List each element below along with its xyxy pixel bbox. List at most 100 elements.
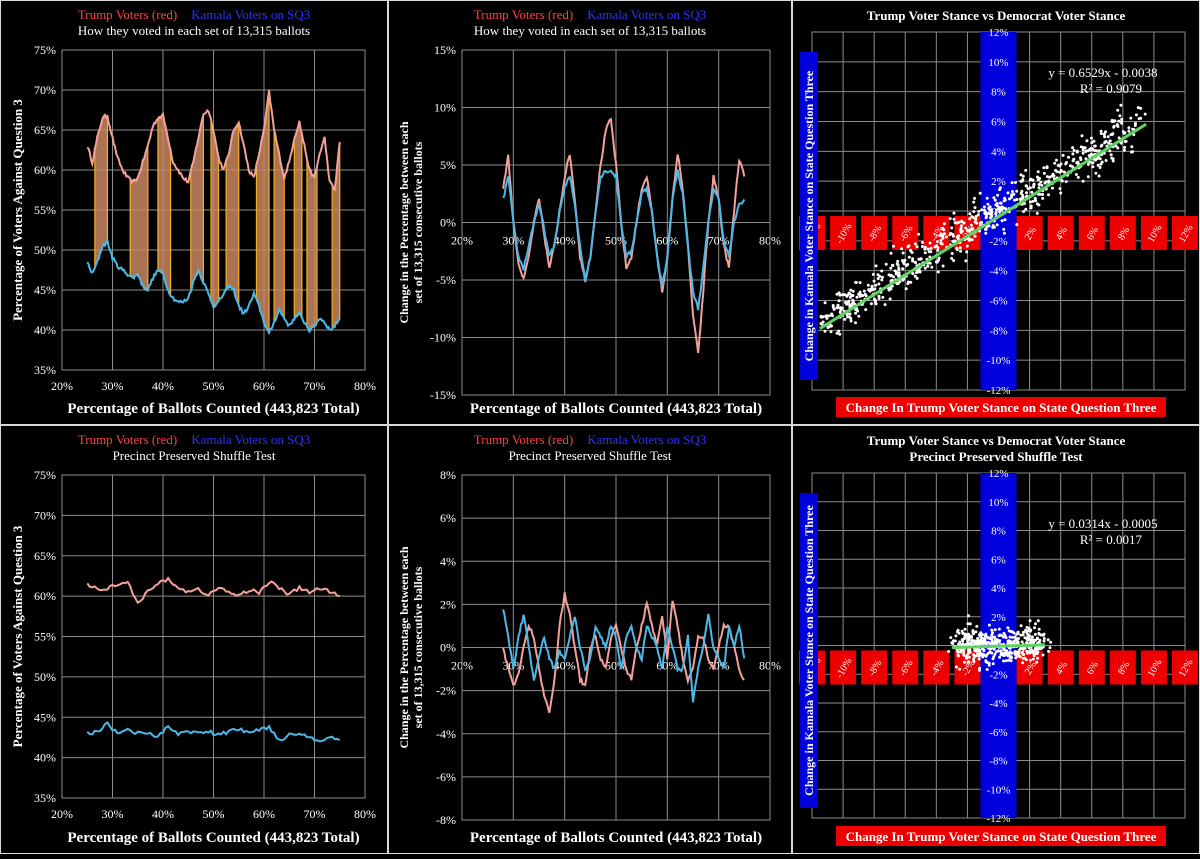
y-tick-label: -2% (989, 669, 1007, 681)
x-tick-label: 60% (656, 234, 678, 248)
scatter-point (1059, 162, 1063, 166)
scatter-point (999, 653, 1003, 657)
scatter-point (1033, 626, 1036, 630)
scatter-point (945, 235, 948, 239)
scatter-point (956, 236, 960, 240)
y-tick-label: 70% (34, 508, 56, 522)
y-tick-label: -8% (436, 813, 456, 827)
scatter-point (1010, 181, 1014, 185)
scatter-point (843, 293, 847, 297)
difference-band (293, 119, 303, 321)
scatter-point (1037, 186, 1041, 190)
scatter-point (990, 628, 994, 632)
scatter-point (968, 648, 972, 652)
scatter-point (845, 294, 849, 298)
scatter-point (855, 295, 859, 299)
scatter-point (1026, 651, 1029, 655)
scatter-point (994, 638, 997, 642)
scatter-point (1104, 159, 1108, 162)
scatter-point (961, 639, 965, 643)
scatter-point (998, 210, 1001, 214)
kamala-series-line (86, 237, 341, 335)
y-tick-label: -6% (989, 727, 1007, 739)
scatter-point (1014, 181, 1017, 184)
scatter-point (1004, 636, 1008, 640)
scatter-point (1024, 168, 1028, 172)
scatter-point (889, 251, 893, 255)
scatter-point (959, 249, 963, 253)
scatter-point (971, 640, 975, 644)
scatter-point (1000, 219, 1004, 223)
scatter-point (972, 655, 976, 659)
scatter-point (942, 228, 946, 232)
scatter-point (837, 299, 841, 303)
scatter-point (968, 237, 972, 241)
scatter-point (1090, 146, 1093, 150)
scatter-point (950, 641, 954, 645)
scatter-point (1113, 119, 1117, 123)
scatter-point (1034, 199, 1038, 203)
x-axis-label-box (836, 397, 1166, 417)
scatter-point (901, 251, 905, 255)
y-tick-label: 5% (440, 158, 456, 172)
kamala-series-line (86, 720, 341, 743)
x-tick-label: 80% (354, 807, 376, 821)
scatter-point (982, 641, 986, 645)
scatter-point (928, 241, 932, 245)
scatter-point (935, 240, 939, 244)
scatter-point (1037, 183, 1041, 186)
scatter-point (1103, 135, 1107, 139)
title-red: Trump Voters (red) (78, 432, 177, 447)
scatter-point (906, 245, 910, 249)
y-tick-label: -4% (989, 698, 1007, 710)
scatter-point (998, 188, 1002, 192)
scatter-point (1094, 171, 1098, 175)
scatter-point (1119, 103, 1123, 107)
scatter-point (1121, 130, 1125, 134)
scatter-point (973, 234, 977, 238)
scatter-point (873, 287, 877, 291)
trump-series-line (86, 576, 340, 605)
x-tick-label: 50% (605, 234, 627, 248)
scatter-point (985, 660, 989, 664)
scatter-point (1093, 149, 1097, 153)
scatter-point (997, 627, 1001, 631)
scatter-point (928, 261, 932, 265)
chart-title: Trump Voters (red) Kamala Voters on SQ3 (78, 432, 310, 447)
scatter-point (977, 648, 981, 652)
scatter-point (911, 257, 915, 261)
scatter-point (972, 200, 976, 204)
scatter-point (965, 244, 969, 248)
scatter-point (986, 202, 990, 206)
scatter-point (1041, 196, 1045, 200)
y-tick-label: 45% (34, 283, 56, 297)
scatter-point (992, 196, 996, 200)
y-tick-label: 50% (34, 670, 56, 684)
scatter-point (987, 623, 991, 627)
scatter-point (821, 320, 825, 324)
scatter-point (872, 297, 876, 301)
scatter-point (1036, 619, 1040, 623)
scatter-point (1007, 653, 1011, 657)
scatter-point (892, 244, 895, 248)
scatter-point (1003, 218, 1007, 222)
scatter-point (877, 282, 881, 286)
panel-4: Trump Voters (red) Kamala Voters on SQ3Pr… (0, 425, 388, 854)
scatter-point (1015, 189, 1019, 193)
scatter-point (947, 650, 951, 653)
scatter-point (1094, 158, 1097, 162)
scatter-point (1017, 651, 1021, 655)
y-tick-label: -10% (987, 355, 1011, 367)
scatter-point (1130, 150, 1133, 154)
trendline (818, 122, 1147, 330)
scatter-point (996, 193, 1000, 197)
scatter-point (1013, 652, 1017, 656)
scatter-point (1014, 638, 1018, 642)
r-squared: R² = 0.9079 (1080, 81, 1142, 96)
y-tick-label: 2% (991, 612, 1006, 624)
scatter-point (963, 627, 967, 631)
scatter-point (1061, 153, 1065, 157)
y-tick-label: -4% (989, 266, 1007, 278)
scatter-point (1024, 184, 1028, 188)
scatter-point (1021, 196, 1025, 200)
